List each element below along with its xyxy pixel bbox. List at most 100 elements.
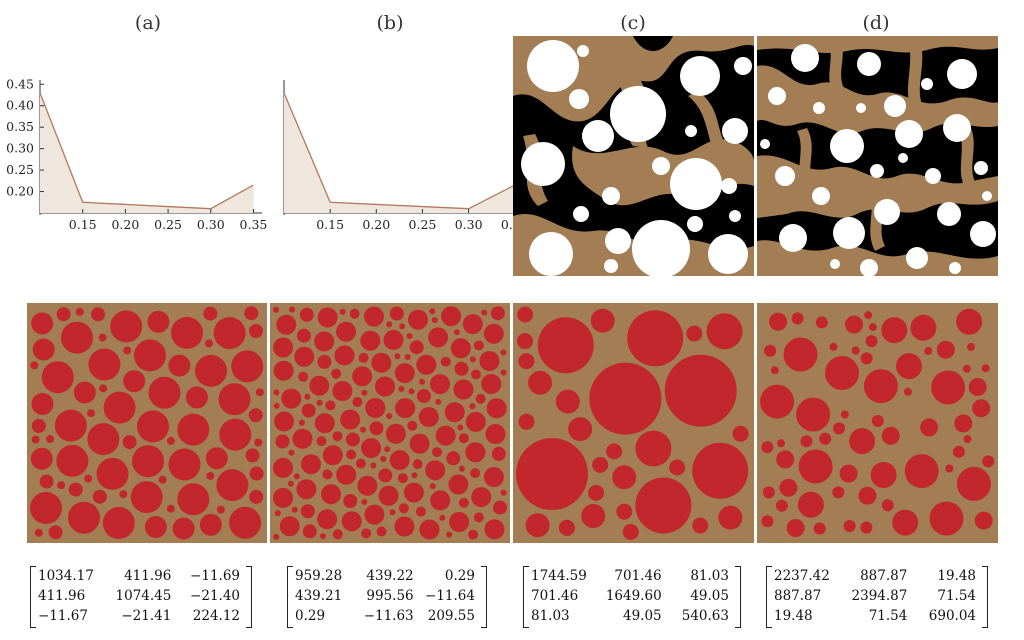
- packing-circle: [30, 447, 53, 470]
- packing-circle: [473, 512, 484, 523]
- packing-circle: [518, 413, 535, 430]
- packing-circle: [46, 435, 54, 443]
- packing-circle: [205, 339, 213, 348]
- chart-a-x-tick-label: 0.15: [69, 217, 97, 232]
- packing-circle: [31, 435, 40, 444]
- packing-circle: [168, 354, 191, 377]
- packing-circle: [635, 477, 692, 534]
- matrix-cell: 81.03: [690, 568, 729, 584]
- matrix-cell: −11.63: [363, 608, 414, 624]
- packing-circle: [406, 333, 413, 339]
- packing-circle: [825, 356, 859, 390]
- packing-circle: [132, 445, 164, 478]
- packing-circle: [119, 490, 128, 499]
- matrix-cell: 49.05: [623, 608, 662, 624]
- packing-circle: [352, 366, 373, 387]
- packing-circle: [30, 361, 39, 370]
- chart-a-x-tick-label: 0.35: [240, 217, 268, 232]
- packing-circle: [98, 333, 107, 342]
- packing-circle: [431, 317, 438, 324]
- packing-circle: [518, 353, 535, 370]
- packing-circle: [429, 483, 436, 490]
- packing-circle: [972, 399, 991, 418]
- packing-circle: [91, 307, 106, 322]
- packing-circle: [378, 468, 393, 483]
- packing-circle: [273, 487, 293, 508]
- packing-circle: [664, 354, 737, 427]
- packing-circle: [409, 433, 430, 454]
- packing-circle: [332, 381, 353, 401]
- packing-circle: [760, 384, 795, 419]
- packing-circle: [231, 350, 264, 383]
- packing-circle: [365, 398, 386, 418]
- packing-circle: [500, 349, 507, 356]
- packing-circle: [248, 408, 263, 423]
- packing-circle: [177, 413, 210, 446]
- packing-circle: [440, 356, 451, 367]
- matrix-row: 19.48 71.54 690.04: [774, 606, 980, 626]
- packing-circle: [380, 456, 387, 462]
- packing-circle: [332, 529, 343, 540]
- packing-circle: [206, 471, 215, 480]
- packing-circle: [952, 445, 965, 458]
- packing-circle: [399, 323, 406, 330]
- packing-circle: [851, 346, 860, 355]
- packing-circle: [829, 342, 838, 351]
- packing-circle: [331, 368, 342, 379]
- packing-circle: [249, 324, 263, 338]
- packing-circle: [592, 456, 609, 473]
- packing-circle: [273, 360, 294, 381]
- packing-circle: [441, 306, 462, 327]
- packing-circle: [462, 314, 483, 335]
- matrix-cell: 71.54: [937, 588, 977, 604]
- packing-circle: [956, 466, 991, 501]
- packing-circle: [34, 528, 43, 537]
- packing-circle: [444, 402, 465, 423]
- packing-circle: [361, 499, 368, 505]
- packing-circle: [279, 516, 300, 537]
- packing-circle: [483, 323, 504, 344]
- packing-circle: [800, 435, 813, 448]
- chart-a-y-tick-label: 0.25: [6, 162, 34, 177]
- packing-circle: [871, 415, 884, 427]
- matrix-cell: 2394.87: [851, 588, 908, 604]
- packing-circle: [185, 386, 208, 409]
- structure-panel-d: [757, 36, 998, 276]
- matrix-cell: 540.63: [681, 608, 729, 624]
- packing-circle: [389, 509, 396, 516]
- chart-a-y-tick-label: 0.30: [6, 141, 34, 156]
- packing-circle: [199, 513, 222, 536]
- matrix-row: 2237.42 887.87 19.48: [774, 566, 980, 586]
- packing-circle: [144, 516, 167, 538]
- packing-circle: [982, 455, 995, 468]
- packing-circle: [412, 459, 423, 470]
- matrix-cell: 0.29: [444, 568, 475, 584]
- packing-circle: [244, 306, 259, 321]
- figure-label-d: (d): [862, 12, 890, 34]
- packing-circle: [355, 458, 366, 469]
- packing-circle: [470, 468, 481, 479]
- packing-circle: [334, 345, 355, 366]
- packing-circle: [352, 397, 363, 407]
- matrix-row: 959.28 439.22 0.29: [295, 566, 479, 586]
- packing-circle: [581, 504, 606, 528]
- packing-circle: [945, 464, 954, 473]
- packing-circle: [517, 306, 534, 323]
- packing-circle: [588, 484, 605, 501]
- packing-circle: [967, 342, 975, 351]
- packing-circle: [409, 340, 424, 355]
- packing-circle: [458, 497, 469, 508]
- packing-circle: [896, 353, 922, 380]
- packing-circle: [635, 430, 672, 467]
- packing-circle: [249, 489, 264, 504]
- packing-circle: [87, 423, 120, 456]
- packing-circle: [798, 449, 833, 484]
- packing-circle: [32, 338, 55, 361]
- packing-circle: [386, 321, 393, 328]
- packing-circle: [457, 424, 464, 431]
- matrix-cell: −11.69: [190, 568, 241, 584]
- packing-circle: [296, 328, 311, 343]
- packing-circle: [384, 446, 391, 453]
- packing-circle: [332, 431, 343, 442]
- packing-circle: [537, 317, 594, 374]
